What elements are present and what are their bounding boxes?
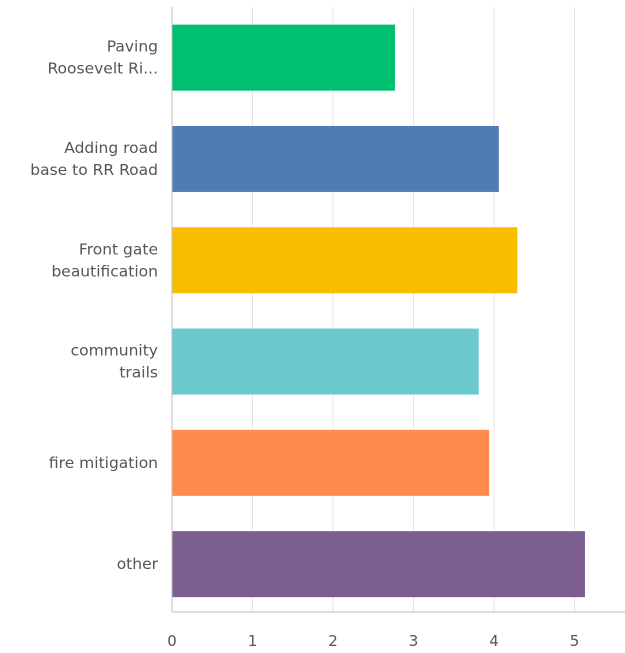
category-label-0-line-1: Roosevelt Ri... [47,60,158,78]
bar-2[interactable] [172,227,518,294]
category-label-5: other [117,555,159,573]
bar-1[interactable] [172,125,499,192]
grid-lines [252,7,575,612]
category-label-3: community trails [71,342,158,382]
axes [171,7,625,613]
category-label-1-line-1: base to RR Road [30,161,158,179]
x-tick-label-5: 5 [570,632,580,650]
category-label-3-line-1: trails [119,364,158,382]
category-label-2-line-0: Front gate [79,240,158,258]
category-label-1-line-0: Adding road [64,139,158,157]
category-label-1: Adding road base to RR Road [30,139,158,179]
x-tick-label-0: 0 [167,632,177,650]
x-tick-label-3: 3 [409,632,419,650]
bars [172,24,585,598]
category-label-4-line-0: fire mitigation [49,454,158,472]
bar-5[interactable] [172,531,585,598]
category-label-2: Front gate beautification [51,240,158,280]
x-tick-label-2: 2 [328,632,338,650]
x-tick-labels: 0 1 2 3 4 5 [167,632,579,650]
category-labels: Paving Roosevelt Ri... Adding road base to … [30,38,158,574]
x-tick-label-1: 1 [248,632,258,650]
bar-4[interactable] [172,429,490,496]
category-label-5-line-0: other [117,555,159,573]
category-label-2-line-1: beautification [51,262,158,280]
category-label-0: Paving Roosevelt Ri... [47,38,158,78]
category-label-3-line-0: community [71,342,158,360]
x-tick-label-4: 4 [489,632,499,650]
category-label-4: fire mitigation [49,454,158,472]
bar-3[interactable] [172,328,479,395]
category-label-0-line-0: Paving [107,38,158,56]
bar-0[interactable] [172,24,395,91]
